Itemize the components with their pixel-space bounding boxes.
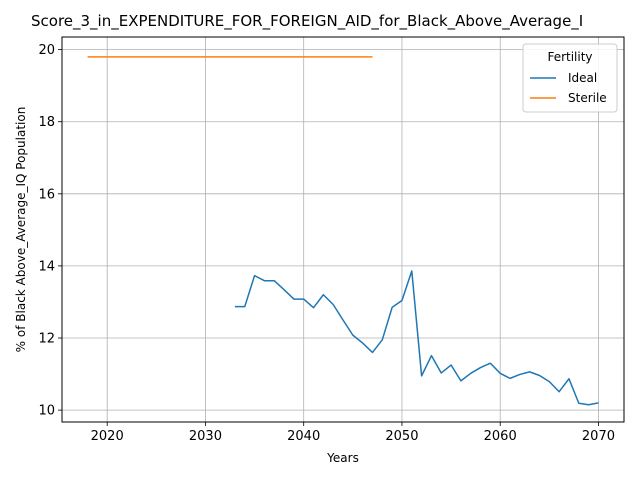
x-axis-label: Years	[326, 451, 359, 465]
series-lines	[87, 56, 599, 406]
y-tick-label: 20	[38, 43, 55, 58]
legend-label-ideal: Ideal	[568, 71, 597, 85]
x-tick-label: 2070	[582, 429, 615, 444]
grid-lines	[62, 37, 624, 422]
y-axis-label: % of Black Above_Average_IQ Population	[14, 107, 28, 353]
legend-box	[522, 43, 618, 113]
x-tick-label: 2040	[287, 429, 320, 444]
x-tick-label: 2030	[189, 429, 222, 444]
y-axis-ticks: 10 12 14 16 18 20	[38, 43, 62, 419]
legend: Fertility Ideal Sterile	[522, 43, 618, 113]
plot-frame	[61, 36, 625, 423]
y-tick-label: 14	[38, 259, 55, 274]
series-line-ideal	[234, 270, 599, 406]
y-tick-label: 18	[38, 115, 55, 130]
x-tick-label: 2060	[484, 429, 517, 444]
y-tick-label: 10	[38, 404, 55, 419]
legend-title: Fertility	[547, 50, 592, 64]
x-tick-label: 2020	[91, 429, 124, 444]
x-tick-label: 2050	[385, 429, 418, 444]
y-tick-label: 16	[38, 187, 55, 202]
x-axis-ticks: 2020 2030 2040 2050 2060 2070	[91, 422, 615, 444]
legend-label-sterile: Sterile	[568, 91, 607, 105]
y-tick-label: 12	[38, 332, 55, 347]
chart-title: Score_3_in_EXPENDITURE_FOR_FOREIGN_AID_f…	[31, 12, 583, 31]
